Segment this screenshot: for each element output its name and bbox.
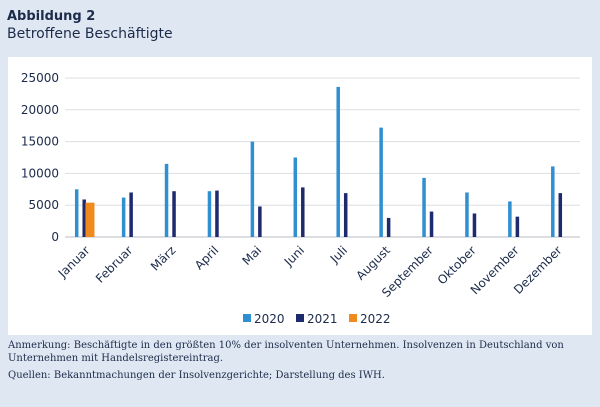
chart-panel: 0 5000 10000 15000 20000 25000 Januar Februar Mä… bbox=[8, 57, 592, 335]
legend-label-2021: 2021 bbox=[307, 312, 338, 326]
x-tick-label: Februar bbox=[93, 243, 136, 286]
y-tick-label: 15000 bbox=[21, 135, 59, 149]
y-tick-label: 25000 bbox=[21, 71, 59, 85]
legend-swatch-2022 bbox=[349, 314, 357, 322]
x-tick-label: Mai bbox=[239, 243, 264, 268]
legend-label-2020: 2020 bbox=[254, 312, 285, 326]
bar-2020-märz bbox=[164, 163, 169, 237]
bar-chart: 0 5000 10000 15000 20000 25000 Januar Februar Mä… bbox=[21, 71, 580, 326]
legend-swatch-2021 bbox=[296, 314, 304, 322]
bar-2020-juni bbox=[293, 157, 298, 237]
bar-2020-juli bbox=[336, 86, 340, 238]
x-tick-label: Juli bbox=[327, 243, 350, 266]
bar-2020-september bbox=[422, 177, 426, 237]
source-text: Quellen: Bekanntmachungen der Insolvenzg… bbox=[8, 370, 385, 381]
figure-title: Betroffene Beschäftigte bbox=[7, 26, 173, 42]
bar-2021-juli bbox=[343, 193, 348, 237]
bar-2020-mai bbox=[250, 141, 255, 237]
legend-swatch-2020 bbox=[243, 314, 251, 322]
bar-2022-januar bbox=[85, 202, 95, 237]
bar-2021-april bbox=[215, 190, 219, 237]
bar-2020-april bbox=[207, 191, 212, 237]
y-tick-label: 20000 bbox=[21, 103, 59, 117]
note-text: Anmerkung: Beschäftigte in den größten 1… bbox=[8, 340, 564, 364]
bar-2021-januar bbox=[82, 199, 86, 237]
bar-2020-januar bbox=[74, 189, 79, 237]
figure-label: Abbildung 2 bbox=[7, 9, 96, 24]
y-tick-label: 0 bbox=[51, 230, 59, 244]
bar-2021-september bbox=[429, 211, 434, 237]
x-tick-label: Januar bbox=[55, 243, 93, 281]
bar-2020-februar bbox=[121, 197, 126, 237]
x-tick-label: März bbox=[148, 243, 178, 273]
y-tick-label: 5000 bbox=[28, 198, 59, 212]
legend-label-2022: 2022 bbox=[360, 312, 391, 326]
bar-2020-august bbox=[379, 127, 383, 237]
bar-2021-februar bbox=[129, 192, 133, 237]
bar-2021-mai bbox=[258, 206, 262, 237]
bar-2021-juni bbox=[301, 187, 305, 237]
bar-2021-november bbox=[515, 216, 520, 237]
x-tick-label: Oktober bbox=[435, 243, 479, 287]
bar-2021-märz bbox=[172, 191, 176, 237]
bar-2021-dezember bbox=[558, 193, 563, 237]
bar-2020-dezember bbox=[551, 166, 555, 237]
x-tick-label: Juni bbox=[281, 243, 307, 269]
y-tick-label: 10000 bbox=[21, 166, 59, 180]
notes: Anmerkung: Beschäftigte in den größten 1… bbox=[8, 339, 592, 386]
bar-2020-november bbox=[508, 201, 512, 237]
x-tick-label: August bbox=[353, 243, 393, 283]
bar-2021-oktober bbox=[472, 213, 477, 237]
bar-2020-oktober bbox=[465, 192, 469, 237]
bar-2021-august bbox=[386, 217, 391, 237]
x-tick-label: April bbox=[192, 243, 221, 272]
